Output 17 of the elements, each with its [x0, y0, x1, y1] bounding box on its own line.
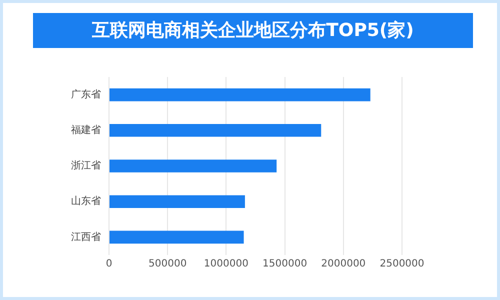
bar: [110, 195, 245, 208]
bar: [110, 230, 244, 244]
x-tick-label: 500000: [148, 258, 187, 270]
y-tick-label: 浙江省: [71, 160, 101, 172]
chart-title: 互联网电商相关企业地区分布TOP5(家): [33, 13, 473, 48]
y-tick-label: 广东省: [71, 88, 101, 100]
x-tick-label: 1000000: [204, 258, 248, 270]
bar: [110, 124, 322, 137]
bar: [110, 88, 370, 102]
bar: [110, 160, 277, 172]
x-tick-label: 2500000: [380, 258, 424, 270]
y-tick-label: 江西省: [71, 230, 101, 243]
x-tick-label: 2000000: [321, 258, 366, 270]
y-tick-label: 福建省: [71, 124, 101, 136]
x-tick-label: 1500000: [262, 258, 308, 270]
x-tick-label: 0: [106, 258, 112, 270]
y-tick-label: 山东省: [71, 195, 101, 208]
